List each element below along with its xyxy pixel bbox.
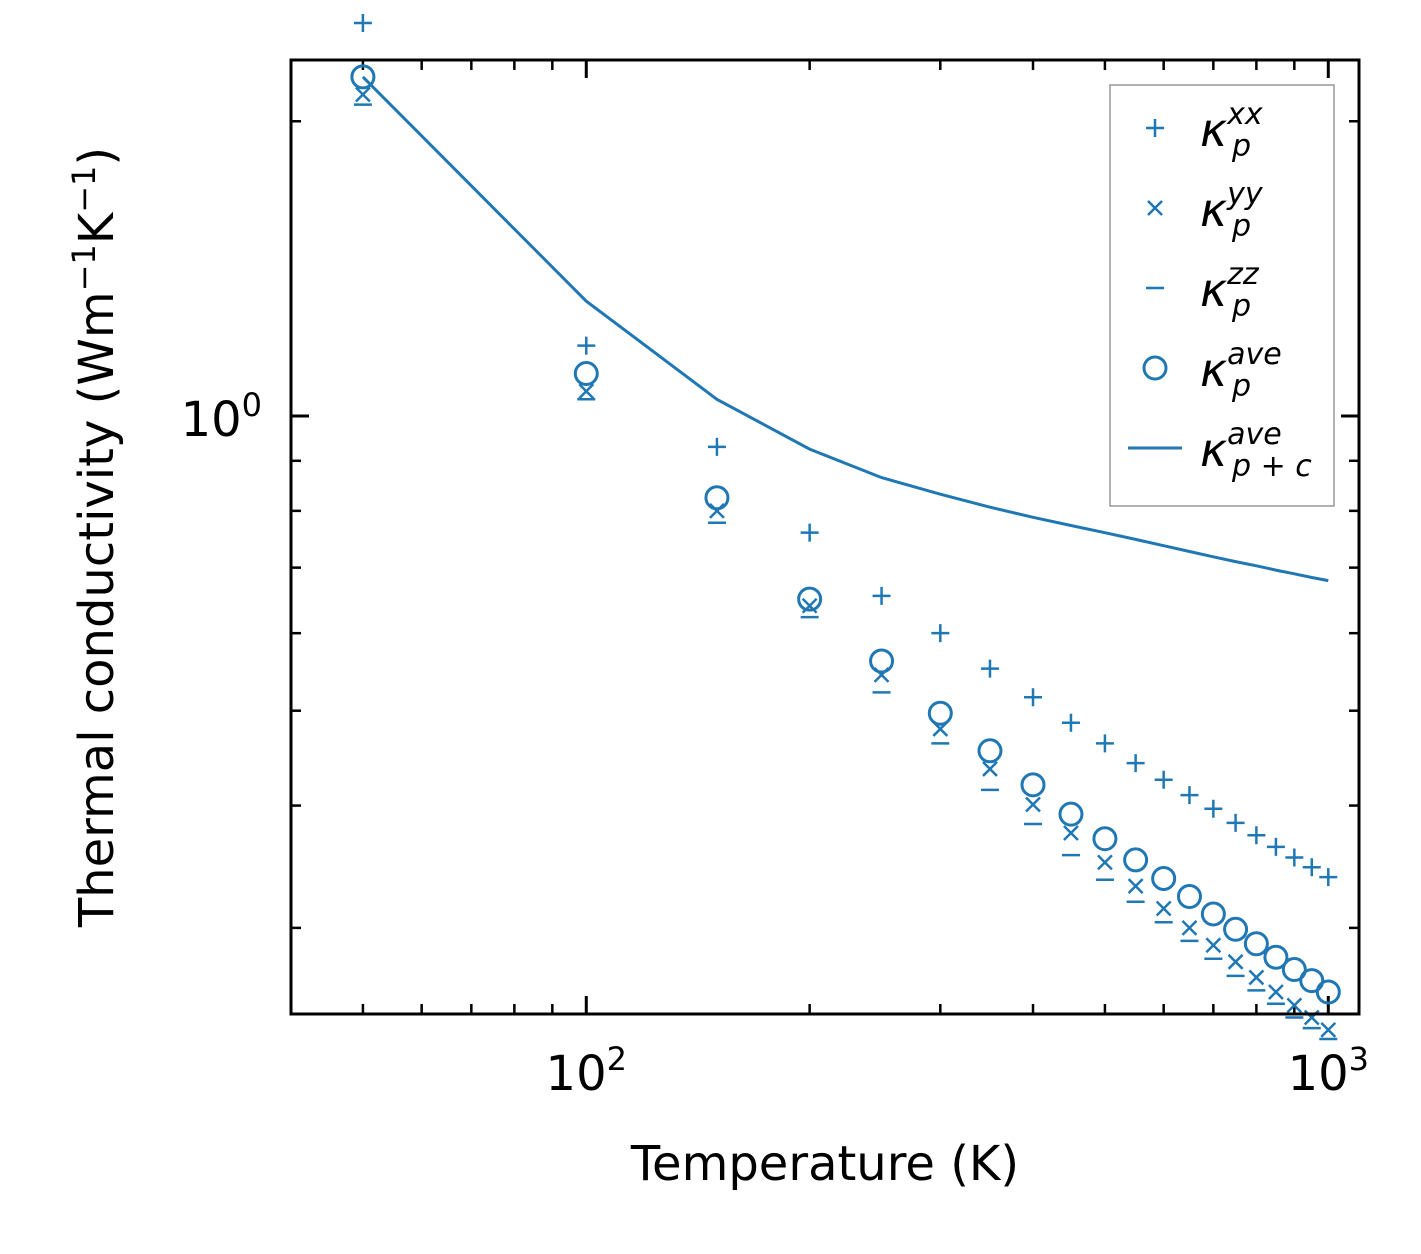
point-yy bbox=[1155, 900, 1172, 917]
point-ave bbox=[1315, 979, 1341, 1005]
legend-marker-circle bbox=[1142, 355, 1168, 381]
point-ave bbox=[1020, 772, 1046, 798]
point-xx bbox=[872, 586, 891, 605]
point-yy bbox=[1248, 969, 1265, 986]
point-ave bbox=[1243, 931, 1269, 957]
legend: κxx p κyy p κzz p κave p κave p + c bbox=[1109, 84, 1335, 507]
x-tick-label: 103 bbox=[1288, 1040, 1369, 1102]
point-xx bbox=[800, 523, 819, 542]
point-yy bbox=[1286, 997, 1303, 1014]
point-yy bbox=[1320, 1022, 1337, 1038]
legend-item-5: κave p + c bbox=[1128, 417, 1312, 484]
point-xx bbox=[1061, 713, 1080, 732]
point-yy bbox=[1063, 825, 1079, 841]
point-ave bbox=[350, 64, 376, 90]
point-ave bbox=[977, 738, 1003, 764]
point-xx bbox=[1285, 848, 1304, 867]
point-xx bbox=[707, 437, 726, 456]
point-yy bbox=[1227, 953, 1244, 970]
y-tick-labels: 100 bbox=[181, 386, 262, 448]
x-axis-label: Temperature (K) bbox=[630, 1136, 1019, 1192]
point-xx bbox=[1180, 786, 1199, 805]
legend-item-4: κave p bbox=[1142, 337, 1282, 404]
point-ave bbox=[797, 586, 823, 612]
point-xx bbox=[577, 336, 596, 355]
point-ave bbox=[1223, 916, 1249, 942]
point-ave bbox=[1151, 865, 1177, 891]
point-xx bbox=[980, 659, 999, 678]
point-ave bbox=[1263, 944, 1289, 970]
point-xx bbox=[1204, 799, 1223, 818]
legend-marker-x bbox=[1147, 200, 1163, 216]
point-ave bbox=[1200, 901, 1226, 927]
series-line-ave_pc bbox=[361, 75, 1329, 583]
point-ave bbox=[1058, 801, 1084, 827]
plot-frame bbox=[289, 58, 1361, 1016]
point-ave bbox=[1092, 826, 1118, 852]
legend-label: κzz p bbox=[1200, 257, 1260, 324]
legend-marker-plus bbox=[1146, 119, 1164, 137]
point-xx bbox=[931, 624, 950, 643]
legend-label: κave p bbox=[1200, 337, 1282, 404]
x-tick-labels: 102 103 bbox=[546, 1040, 1369, 1102]
series-ave_pc bbox=[361, 75, 1329, 583]
point-xx bbox=[1126, 754, 1145, 773]
minor-ticks bbox=[289, 60, 1359, 1014]
point-xx bbox=[1154, 770, 1173, 789]
point-yy bbox=[355, 86, 371, 103]
point-xx bbox=[353, 14, 372, 33]
point-yy bbox=[1097, 854, 1113, 871]
major-ticks bbox=[291, 60, 1359, 1014]
legend-item-1: κxx p bbox=[1146, 97, 1263, 164]
y-axis-label: Thermal conductivity (Wm−1K−1) bbox=[65, 147, 125, 928]
series-layer bbox=[350, 14, 1341, 1041]
point-yy bbox=[578, 383, 595, 400]
point-yy bbox=[1127, 878, 1144, 894]
point-ave bbox=[1299, 968, 1325, 994]
legend-label: κxx p bbox=[1200, 97, 1263, 164]
point-ave bbox=[704, 485, 730, 511]
point-yy bbox=[1181, 920, 1198, 936]
point-ave bbox=[1281, 957, 1307, 983]
point-ave bbox=[927, 700, 953, 726]
point-ave bbox=[1176, 883, 1202, 909]
point-xx bbox=[1319, 868, 1338, 887]
point-xx bbox=[1024, 688, 1043, 707]
point-yy bbox=[1025, 796, 1041, 813]
point-xx bbox=[1302, 858, 1321, 877]
series-ave bbox=[350, 64, 1341, 1005]
point-yy bbox=[982, 761, 998, 777]
x-tick-label: 102 bbox=[546, 1040, 627, 1102]
legend-item-3: κzz p bbox=[1146, 257, 1260, 324]
legend-item-2: κyy p bbox=[1147, 177, 1264, 244]
point-yy bbox=[1268, 984, 1284, 1000]
point-yy bbox=[1205, 937, 1222, 954]
legend-box bbox=[1109, 84, 1335, 507]
point-xx bbox=[1247, 826, 1266, 845]
legend-label: κyy p bbox=[1200, 177, 1264, 244]
point-ave bbox=[1123, 847, 1149, 873]
point-ave bbox=[869, 648, 895, 674]
point-ave bbox=[573, 361, 599, 387]
y-tick-label: 100 bbox=[181, 386, 262, 448]
point-xx bbox=[1266, 837, 1285, 856]
point-xx bbox=[1226, 813, 1245, 832]
point-xx bbox=[1095, 734, 1114, 753]
series-xx bbox=[353, 14, 1338, 887]
series-zz bbox=[353, 103, 1338, 1041]
legend-label: κave p + c bbox=[1200, 417, 1312, 484]
